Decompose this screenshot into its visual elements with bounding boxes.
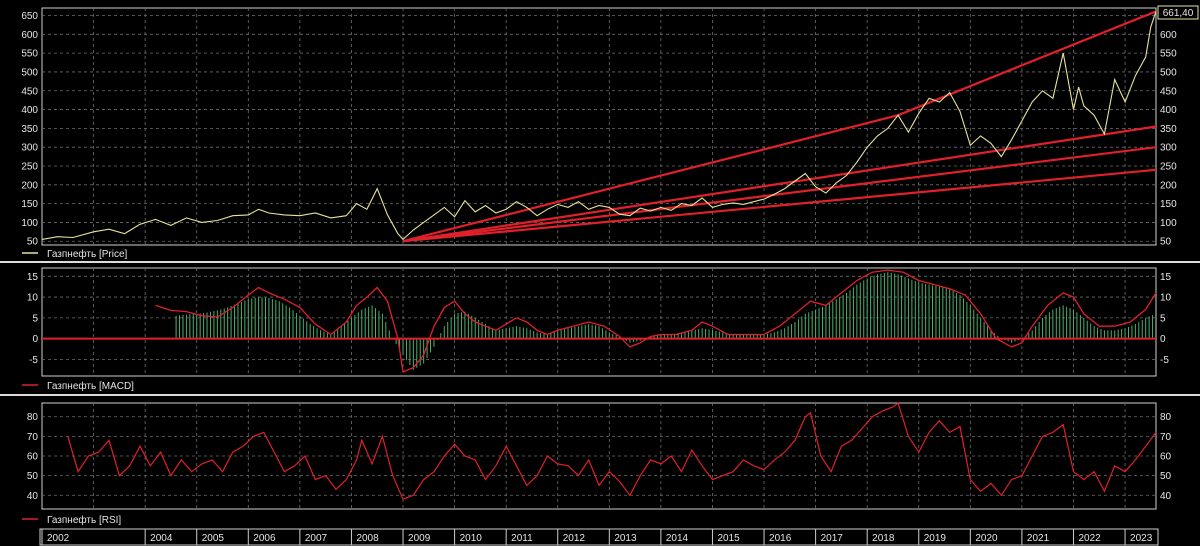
rsi-panel[interactable]: 40 40 50 50 60 60 70 70 80 80 Газпнефть [RSI]	[22, 402, 1172, 526]
price-trendlines	[402, 10, 1157, 243]
year-label: 2016	[769, 533, 792, 544]
y-tick-label-right: 80	[1160, 412, 1172, 423]
year-label: 2002	[47, 533, 70, 544]
time-axis-frame	[39, 528, 1159, 546]
y-tick-label-left: 40	[27, 491, 39, 502]
y-tick-label-right: 100	[1160, 218, 1177, 229]
rsi-axis-ticks: 40 40 50 50 60 60 70 70 80 80	[27, 412, 1172, 502]
y-tick-label-left: 450	[21, 86, 38, 97]
y-tick-label-left: 50	[27, 237, 39, 248]
last-value-box	[1157, 5, 1199, 20]
rsi-series-line	[67, 402, 1157, 500]
year-label: 2004	[150, 533, 173, 544]
year-label: 2018	[872, 533, 895, 544]
y-tick-label-left: 10	[27, 293, 39, 304]
macd-panel[interactable]: -5 -5 0 0 5 5 10 10 15 15 Газпнефть [MACD]	[22, 267, 1172, 392]
year-label: 2014	[666, 533, 689, 544]
y-tick-label-left: 650	[21, 11, 38, 22]
year-label: 2007	[305, 533, 328, 544]
y-tick-label-left: 300	[21, 143, 38, 154]
macd-axis-ticks: -5 -5 0 0 5 5 10 10 15 15	[27, 272, 1172, 366]
y-tick-label-right: 5	[1160, 313, 1166, 324]
macd-panel-frame	[41, 267, 1157, 377]
y-tick-label-right: 50	[1160, 471, 1172, 482]
year-label: 2017	[821, 533, 844, 544]
y-tick-label-left: 100	[21, 218, 38, 229]
year-label: 2006	[253, 533, 276, 544]
y-tick-label-right: 10	[1160, 293, 1172, 304]
year-label: 2022	[1078, 533, 1101, 544]
y-tick-label-right: 250	[1160, 162, 1177, 173]
y-tick-label-right: 200	[1160, 180, 1177, 191]
y-tick-label-left: 250	[21, 162, 38, 173]
y-tick-label-left: 60	[27, 452, 39, 463]
y-tick-label-left: 200	[21, 180, 38, 191]
y-tick-label-left: 80	[27, 412, 39, 423]
y-tick-label-left: 550	[21, 49, 38, 60]
y-tick-label-left: 15	[27, 272, 39, 283]
y-tick-label-left: 400	[21, 105, 38, 116]
time-axis[interactable]: 2002 2004 2005 2006 2007 2008 2009 2010 2011 2012…	[39, 528, 1159, 546]
macd-legend-label: Газпнефть [MACD]	[47, 380, 134, 392]
y-tick-label-right: 40	[1160, 491, 1172, 502]
y-tick-label-left: -5	[29, 355, 38, 366]
y-tick-label-right: 60	[1160, 452, 1172, 463]
y-tick-label-right: 150	[1160, 199, 1177, 210]
year-label: 2015	[717, 533, 740, 544]
y-tick-label-right: -5	[1160, 355, 1169, 366]
y-tick-label-right: 600	[1160, 30, 1177, 41]
trendline	[402, 146, 1157, 243]
year-label: 2020	[975, 533, 998, 544]
y-tick-label-right: 70	[1160, 432, 1172, 443]
year-label: 2008	[356, 533, 379, 544]
y-tick-label-right: 450	[1160, 86, 1177, 97]
y-tick-label-right: 0	[1160, 334, 1166, 345]
price-series-line	[41, 11, 1157, 241]
y-tick-label-left: 500	[21, 67, 38, 78]
y-tick-label-right: 50	[1160, 237, 1172, 248]
y-tick-label-right: 550	[1160, 49, 1177, 60]
rsi-legend-label: Газпнефть [RSI]	[47, 514, 121, 526]
y-tick-label-left: 5	[32, 313, 38, 324]
year-labels: 2002 2004 2005 2006 2007 2008 2009 2010 2011 2012…	[41, 529, 1153, 545]
trendline	[402, 125, 1157, 243]
price-panel[interactable]: 50 50 100 100 150 150 200 200 250 250 300 300 350 350…	[21, 5, 1199, 260]
trendline	[402, 168, 1157, 243]
y-tick-label-left: 50	[27, 471, 39, 482]
y-tick-label-left: 350	[21, 124, 38, 135]
last-value-badge: 661,40	[1157, 5, 1199, 20]
y-tick-label-left: 0	[32, 334, 38, 345]
y-tick-label-left: 70	[27, 432, 39, 443]
price-legend-label: Газпнефть [Price]	[47, 248, 128, 260]
last-value-label: 661,40	[1163, 8, 1194, 19]
year-label: 2005	[202, 533, 225, 544]
macd-series-line	[155, 269, 1157, 373]
y-tick-label-right: 350	[1160, 124, 1177, 135]
year-label: 2023	[1130, 533, 1153, 544]
year-label: 2010	[460, 533, 483, 544]
y-tick-label-right: 400	[1160, 105, 1177, 116]
year-label: 2012	[563, 533, 586, 544]
y-tick-label-left: 600	[21, 30, 38, 41]
year-label: 2021	[1027, 533, 1050, 544]
y-tick-label-left: 150	[21, 199, 38, 210]
year-label: 2013	[614, 533, 637, 544]
year-label: 2009	[408, 533, 431, 544]
y-tick-label-right: 15	[1160, 272, 1172, 283]
year-label: 2019	[924, 533, 947, 544]
year-label: 2011	[511, 533, 533, 544]
y-tick-label-right: 500	[1160, 67, 1177, 78]
y-tick-label-right: 300	[1160, 143, 1177, 154]
